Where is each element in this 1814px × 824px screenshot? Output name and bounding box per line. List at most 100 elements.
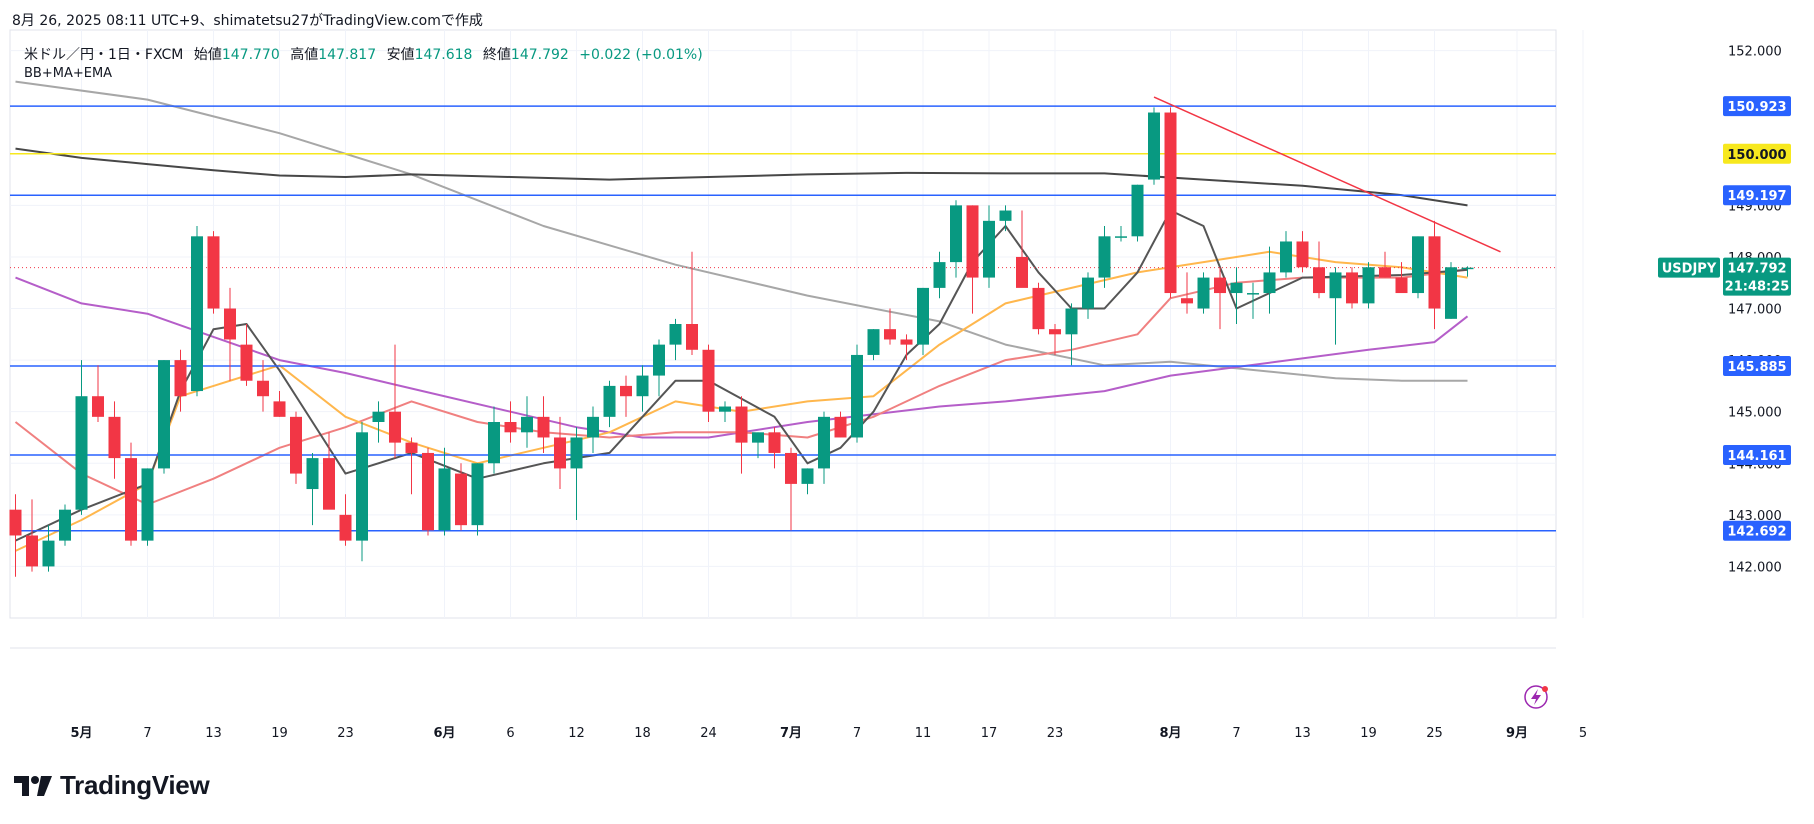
price-level-badge bbox=[1723, 185, 1791, 206]
candle-body bbox=[405, 442, 418, 453]
candle-body bbox=[735, 406, 748, 443]
price-level-badge-text: 150.000 bbox=[1727, 148, 1786, 163]
candle-body bbox=[488, 422, 500, 464]
candle-body bbox=[818, 416, 830, 469]
candle-body bbox=[438, 468, 451, 531]
candle-body bbox=[884, 329, 896, 340]
x-tick-label: 11 bbox=[915, 726, 932, 741]
symbol-badge bbox=[1658, 257, 1720, 278]
candle-body bbox=[785, 452, 797, 484]
candle-body bbox=[1115, 236, 1127, 238]
candle-body bbox=[290, 416, 302, 474]
candle-body bbox=[158, 360, 170, 469]
candle-body bbox=[1197, 277, 1210, 309]
candle-body bbox=[1346, 272, 1358, 304]
legend-change: +0.022 (+0.01%) bbox=[579, 47, 703, 63]
candle-body bbox=[1131, 184, 1144, 237]
candle-body bbox=[59, 509, 71, 541]
candle-body bbox=[867, 329, 880, 355]
candle-body bbox=[339, 514, 352, 541]
candle-body bbox=[702, 349, 715, 412]
candle-body bbox=[92, 396, 104, 417]
candle-body bbox=[9, 509, 22, 536]
indicator-list[interactable]: BB+MA+EMA bbox=[24, 66, 113, 81]
last-price-badge-text: 147.792 bbox=[1727, 262, 1786, 277]
candle-body bbox=[1461, 267, 1474, 270]
legend-high: 147.817 bbox=[318, 47, 377, 63]
candle-body bbox=[141, 468, 154, 541]
x-tick-label: 7 bbox=[143, 726, 151, 741]
y-tick-label: 147.000 bbox=[1728, 303, 1782, 318]
countdown-badge-text: 21:48:25 bbox=[1725, 280, 1790, 295]
candle-body bbox=[834, 416, 847, 438]
candle-body bbox=[752, 432, 764, 443]
candle-body bbox=[75, 396, 88, 510]
candle-body bbox=[1016, 256, 1028, 288]
x-tick-label: 6月 bbox=[433, 726, 455, 741]
candle-body bbox=[537, 416, 550, 438]
candle-body bbox=[471, 463, 484, 526]
price-level-badge-text: 150.923 bbox=[1727, 100, 1786, 115]
candle-body bbox=[1082, 277, 1094, 309]
x-tick-label: 5月 bbox=[70, 726, 92, 741]
candle-body bbox=[1098, 236, 1111, 278]
candle-body bbox=[1148, 112, 1160, 180]
candle-body bbox=[1395, 277, 1408, 294]
candle-body bbox=[933, 262, 946, 288]
candle-body bbox=[504, 422, 517, 433]
lightning-icon-ring bbox=[1524, 685, 1548, 709]
legend-open-label: 始値 bbox=[193, 47, 222, 63]
x-tick-label: 23 bbox=[337, 726, 354, 741]
x-tick-label: 24 bbox=[700, 726, 717, 741]
legend-low-label: 安値 bbox=[386, 47, 415, 63]
footer-brand[interactable]: TradingView bbox=[14, 770, 210, 801]
x-tick-label: 19 bbox=[271, 726, 288, 741]
candle-body bbox=[356, 432, 368, 541]
last-price-badge bbox=[1723, 257, 1791, 296]
candle-body bbox=[570, 437, 583, 469]
candle-body bbox=[273, 401, 286, 417]
x-tick-label: 6 bbox=[506, 726, 514, 741]
y-tick-label: 152.000 bbox=[1728, 45, 1782, 60]
price-level-badge-text: 142.692 bbox=[1727, 525, 1786, 540]
legend-symbol[interactable]: 米ドル／円・1日・FXCM bbox=[24, 47, 184, 63]
candle-body bbox=[257, 380, 269, 397]
x-tick-label: 23 bbox=[1047, 726, 1064, 741]
x-tick-label: 9月 bbox=[1506, 726, 1528, 741]
candle-body bbox=[900, 339, 913, 345]
candle-body bbox=[1230, 282, 1243, 294]
price-level-badge-text: 149.197 bbox=[1727, 189, 1786, 204]
candle-body bbox=[554, 437, 566, 469]
candle-body bbox=[108, 416, 121, 459]
plot-area bbox=[9, 29, 1557, 619]
series-bb-upper bbox=[15, 147, 1468, 207]
trend-line bbox=[1153, 96, 1501, 253]
candle-body bbox=[224, 308, 236, 340]
x-tick-label: 18 bbox=[634, 726, 651, 741]
candle-body bbox=[1445, 267, 1457, 319]
y-tick-label: 145.000 bbox=[1728, 406, 1782, 421]
legend-close-label: 終値 bbox=[482, 47, 511, 63]
candle-body bbox=[669, 324, 682, 345]
x-tick-label: 17 bbox=[981, 726, 998, 741]
candle-body bbox=[422, 452, 434, 531]
candle-body bbox=[603, 385, 616, 417]
candle-body bbox=[521, 416, 533, 433]
legend-close: 147.792 bbox=[510, 47, 569, 63]
candle-body bbox=[1329, 272, 1342, 299]
y-tick-label: 143.000 bbox=[1728, 509, 1782, 524]
price-level-badge bbox=[1723, 96, 1791, 117]
candle-body bbox=[207, 236, 220, 309]
x-tick-label: 13 bbox=[1294, 726, 1311, 741]
snapshot-caption: 8月 26, 2025 08:11 UTC+9、shimatetsu27がTra… bbox=[12, 13, 483, 29]
candle-body bbox=[1049, 329, 1061, 335]
legend-open: 147.770 bbox=[221, 47, 280, 63]
candle-body bbox=[372, 411, 385, 422]
x-tick-label: 25 bbox=[1426, 726, 1443, 741]
legend-low: 147.618 bbox=[414, 47, 473, 63]
candle-body bbox=[983, 220, 995, 278]
x-tick-label: 19 bbox=[1360, 726, 1377, 741]
candle-body bbox=[620, 385, 632, 397]
y-tick-label: 142.000 bbox=[1728, 560, 1782, 575]
